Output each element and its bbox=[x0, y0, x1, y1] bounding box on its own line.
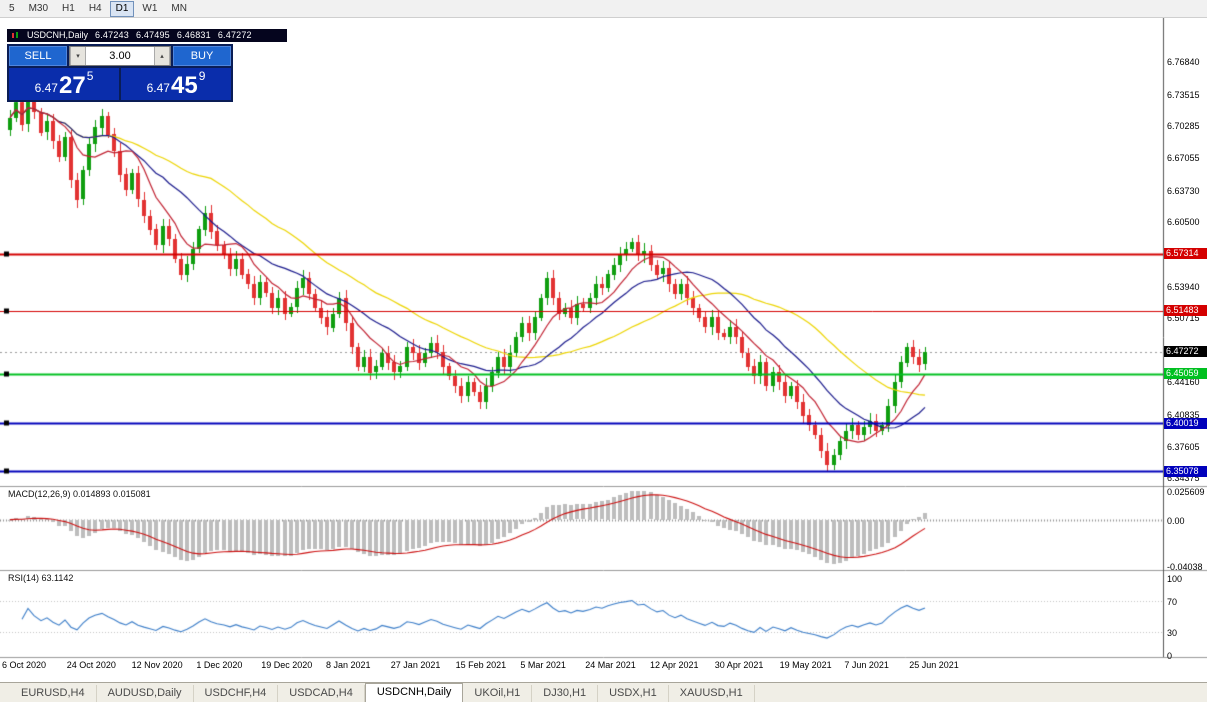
volume-down-icon[interactable]: ▾ bbox=[70, 47, 86, 65]
rsi-axis-tick: 0 bbox=[1167, 651, 1173, 661]
date-axis-label: 12 Nov 2020 bbox=[131, 660, 183, 670]
candlestick-chart-icon bbox=[12, 32, 18, 38]
price-axis-tick: 6.63730 bbox=[1167, 185, 1200, 196]
timeframe-button-d1[interactable]: D1 bbox=[109, 0, 135, 17]
macd-axis-tick: 0.00 bbox=[1167, 515, 1185, 526]
price-axis-tick: 6.70285 bbox=[1167, 121, 1200, 132]
price-axis-tick: 6.40835 bbox=[1167, 410, 1200, 421]
volume-up-icon[interactable]: ▴ bbox=[154, 47, 170, 65]
buy-button[interactable]: BUY bbox=[173, 46, 231, 66]
price-axis-tick: 6.76840 bbox=[1167, 57, 1200, 68]
chart-title-bar: USDCNH,Daily 6.47243 6.47495 6.46831 6.4… bbox=[7, 29, 287, 42]
timeframe-button-m30[interactable]: M30 bbox=[28, 2, 49, 14]
level-price-flag: 6.51483 bbox=[1164, 305, 1207, 317]
date-axis-label: 1 Dec 2020 bbox=[196, 660, 243, 670]
date-axis-label: 7 Jun 2021 bbox=[844, 660, 889, 670]
chart-tab-usdcnh-daily[interactable]: USDCNH,Daily bbox=[364, 683, 464, 702]
price-axis-tick: 6.60500 bbox=[1167, 217, 1200, 228]
sell-button[interactable]: SELL bbox=[9, 46, 67, 66]
date-axis-label: 25 Jun 2021 bbox=[909, 660, 959, 670]
date-axis-label: 5 Mar 2021 bbox=[520, 660, 566, 670]
price-axis-tick: 6.73515 bbox=[1167, 89, 1200, 100]
rsi-axis-tick: 70 bbox=[1167, 597, 1178, 608]
timeframe-button-h4[interactable]: H4 bbox=[88, 2, 102, 14]
current-price-flag: 6.47272 bbox=[1164, 346, 1207, 358]
sell-price-sup: 5 bbox=[86, 69, 94, 83]
date-axis-label: 27 Jan 2021 bbox=[390, 660, 441, 670]
chart-tab-bar: EURUSD,H4 AUDUSD,Daily USDCHF,H4 USDCAD,H4 U… bbox=[0, 682, 1207, 702]
price-axis-tick: 6.37605 bbox=[1167, 441, 1200, 452]
chart-tab-ukoil-h1[interactable]: UKOil,H1 bbox=[463, 685, 533, 702]
price-axis-tick: 6.53940 bbox=[1167, 281, 1200, 292]
level-price-flag: 6.40019 bbox=[1164, 417, 1207, 429]
date-axis-label: 8 Jan 2021 bbox=[326, 660, 371, 670]
macd-axis-tick: 0.025609 bbox=[1167, 487, 1205, 497]
rsi-axis-tick: 100 bbox=[1167, 574, 1183, 584]
macd-axis-tick: -0.04038 bbox=[1167, 562, 1203, 572]
chart-tab-usdcad-h4[interactable]: USDCAD,H4 bbox=[278, 685, 365, 702]
volume-stepper[interactable]: ▾ 3.00 ▴ bbox=[69, 46, 171, 66]
buy-price-display[interactable]: 6.47 45 9 bbox=[121, 68, 231, 100]
volume-value[interactable]: 3.00 bbox=[109, 50, 131, 62]
level-price-flag: 6.45059 bbox=[1164, 368, 1207, 380]
rsi-indicator-label: RSI(14) 63.1142 bbox=[8, 573, 74, 583]
price-axis-tick: 6.44160 bbox=[1167, 377, 1200, 388]
timeframe-button-h1[interactable]: H1 bbox=[62, 2, 75, 14]
timeframe-button-5[interactable]: 5 bbox=[9, 2, 15, 14]
date-axis-label: 24 Mar 2021 bbox=[585, 660, 636, 670]
chart-tab-eurusd-h4[interactable]: EURUSD,H4 bbox=[10, 685, 97, 702]
ohlc-open: 6.47243 bbox=[95, 30, 129, 40]
one-click-trade-panel: SELL ▾ 3.00 ▴ BUY 6.47 27 5 6.47 45 9 bbox=[7, 44, 233, 102]
buy-price-prefix: 6.47 bbox=[146, 81, 170, 95]
chart-tab-usdx-h1[interactable]: USDX,H1 bbox=[598, 685, 669, 702]
buy-price-sup: 9 bbox=[198, 69, 206, 83]
date-axis-label: 6 Oct 2020 bbox=[2, 660, 47, 670]
sell-price-prefix: 6.47 bbox=[34, 81, 58, 95]
price-axis-tick: 6.34375 bbox=[1167, 473, 1200, 484]
date-axis-label: 19 May 2021 bbox=[779, 660, 832, 670]
ohlc-high: 6.47495 bbox=[135, 30, 170, 40]
timeframe-toolbar: 5 M30 H1 H4 D1 W1 MN bbox=[0, 0, 1207, 18]
rsi-axis-tick: 30 bbox=[1167, 627, 1178, 638]
date-axis-label: 19 Dec 2020 bbox=[261, 660, 313, 670]
sell-price-display[interactable]: 6.47 27 5 bbox=[9, 68, 119, 100]
level-price-flag: 6.35078 bbox=[1164, 465, 1207, 477]
timeframe-button-w1[interactable]: W1 bbox=[142, 2, 158, 14]
price-axis-tick: 6.50715 bbox=[1167, 313, 1200, 324]
macd-indicator-label: MACD(12,26,9) 0.014893 0.015081 bbox=[8, 489, 151, 499]
ohlc-low: 6.46831 bbox=[176, 30, 211, 40]
price-axis-tick: 6.67055 bbox=[1167, 153, 1200, 164]
timeframe-button-mn[interactable]: MN bbox=[171, 2, 187, 14]
chart-symbol-label: USDCNH,Daily bbox=[27, 30, 89, 40]
chart-tab-dj30-h1[interactable]: DJ30,H1 bbox=[532, 685, 599, 702]
chart-tab-xauusd-h1[interactable]: XAUUSD,H1 bbox=[669, 685, 755, 702]
ohlc-close: 6.47272 bbox=[217, 30, 252, 40]
sell-price-big: 27 bbox=[58, 72, 86, 99]
date-axis-label: 30 Apr 2021 bbox=[714, 660, 764, 670]
chart-tab-usdchf-h4[interactable]: USDCHF,H4 bbox=[194, 685, 279, 702]
date-axis-label: 15 Feb 2021 bbox=[455, 660, 507, 670]
date-axis-label: 24 Oct 2020 bbox=[66, 660, 116, 670]
level-price-flag: 6.57314 bbox=[1164, 248, 1207, 260]
chart-tab-audusd-daily[interactable]: AUDUSD,Daily bbox=[97, 685, 194, 702]
buy-price-big: 45 bbox=[170, 72, 198, 99]
date-axis-label: 12 Apr 2021 bbox=[650, 660, 699, 670]
